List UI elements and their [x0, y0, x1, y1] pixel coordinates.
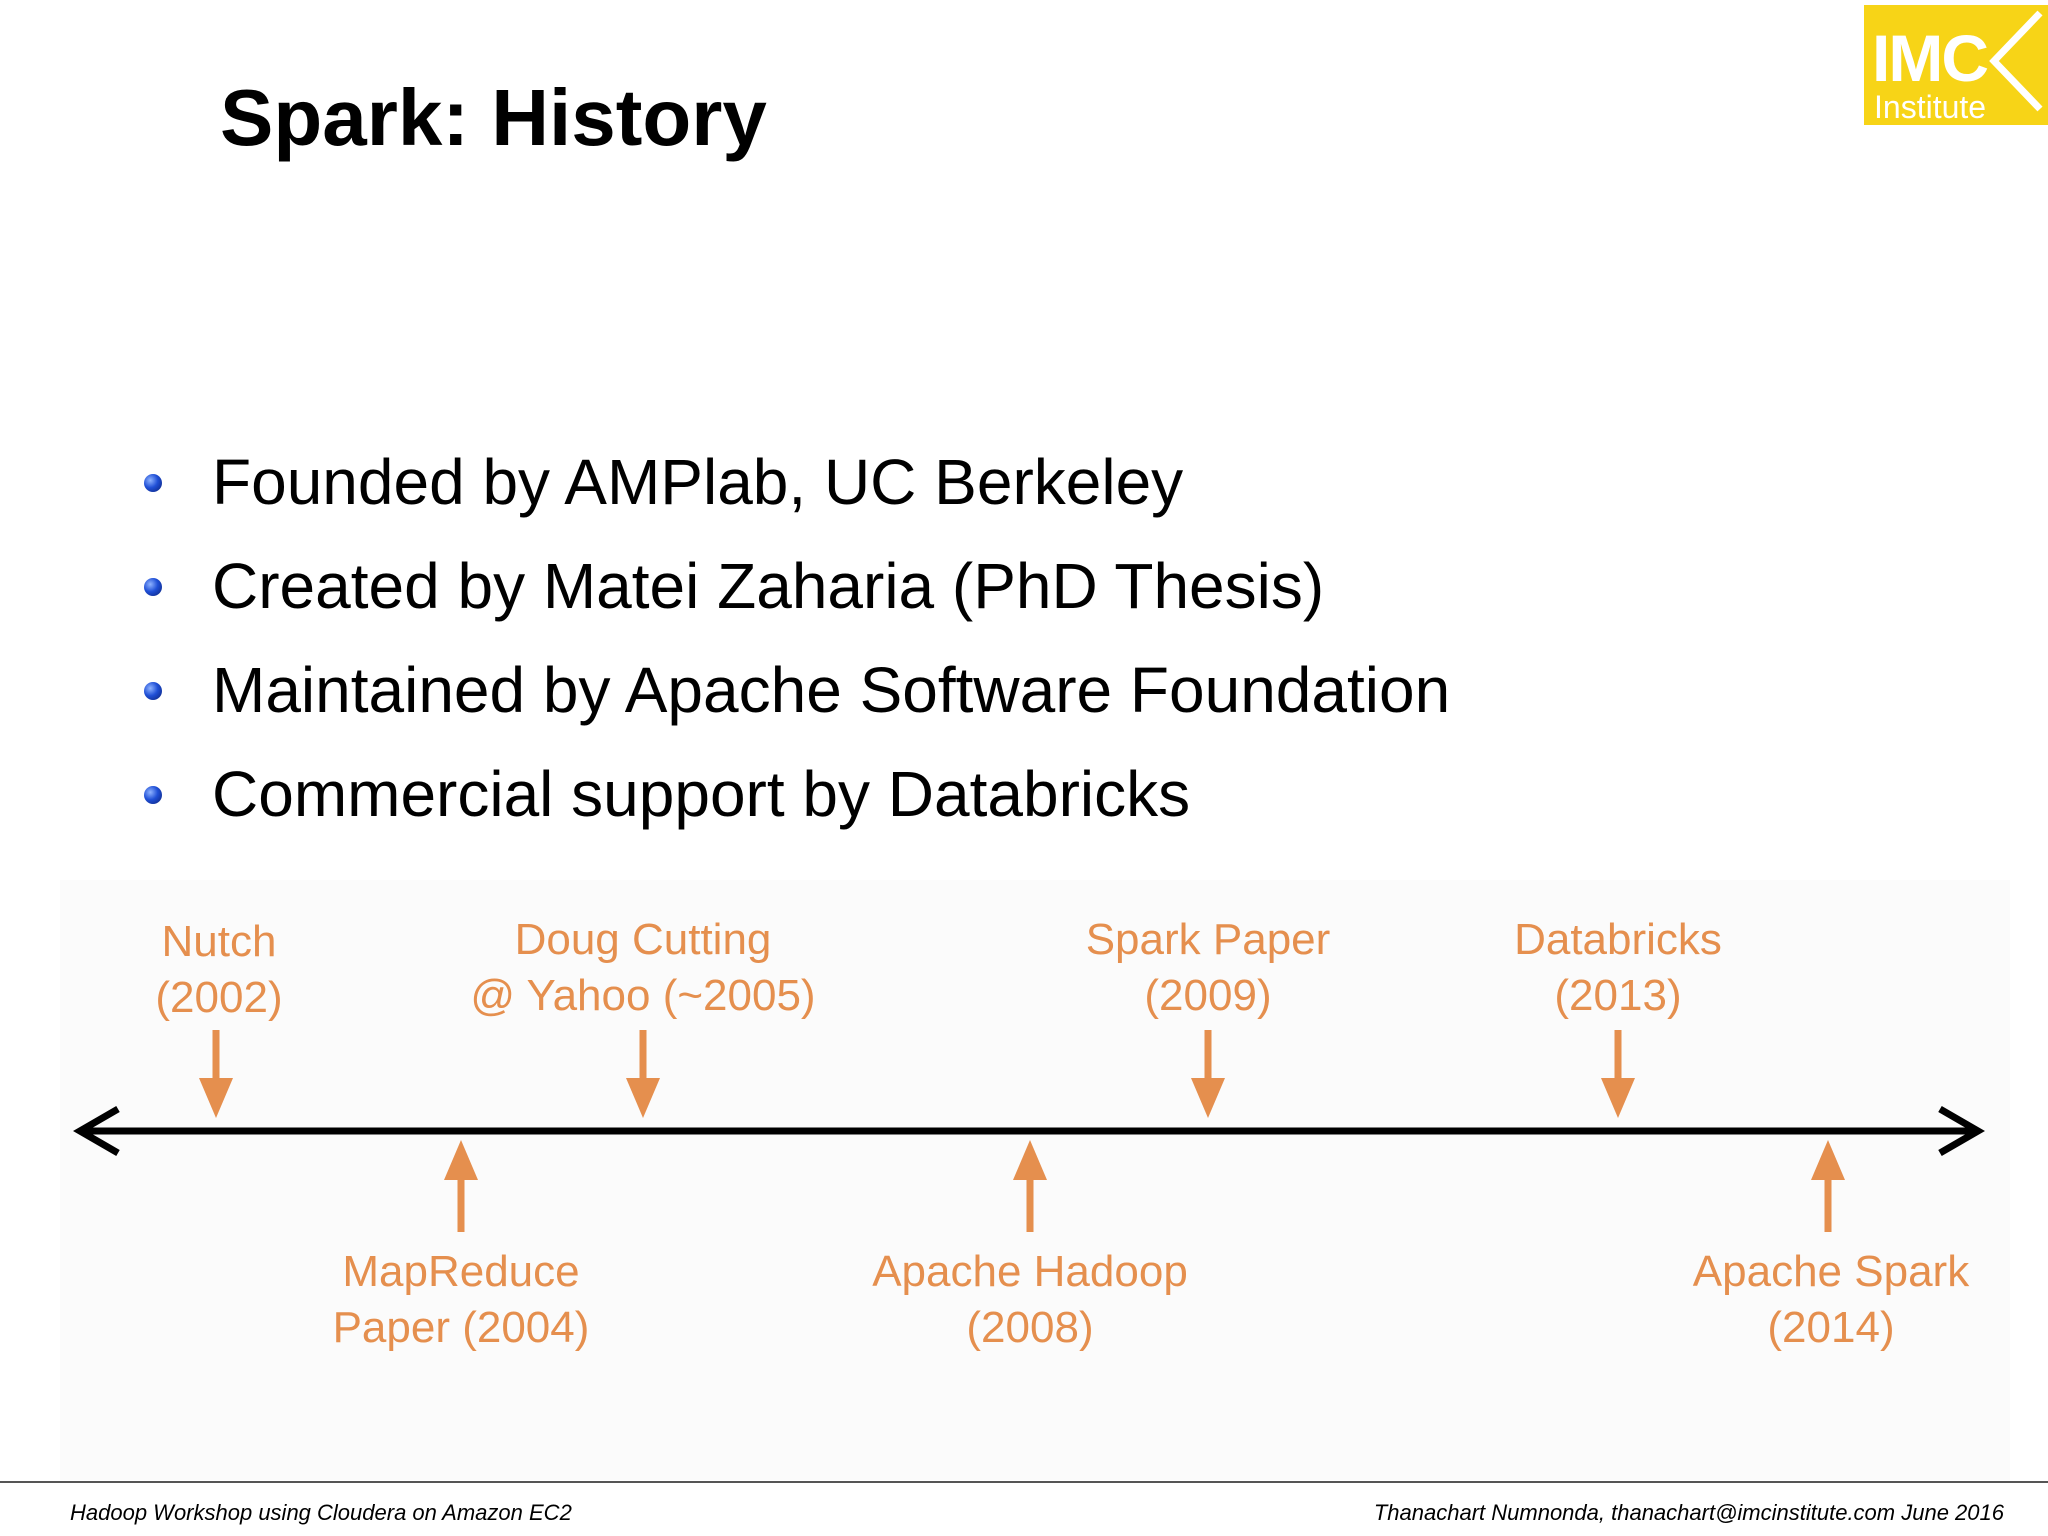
logo-main-text: IMC [1872, 21, 1989, 95]
bullet-dot-icon [144, 578, 162, 596]
arrow-up-icon [444, 1140, 478, 1232]
bullet-dot-icon [144, 474, 162, 492]
logo-chevron-icon [1989, 10, 2043, 112]
timeline-event-label: Apache Spark (2014) [1692, 1247, 1970, 1352]
footer-author-info: Thanachart Numnonda, thanachart@imcinsti… [1373, 1500, 2004, 1525]
bullet-item: Maintained by Apache Software Foundation [140, 638, 1450, 742]
arrow-up-icon [1013, 1140, 1047, 1232]
bullet-item: Created by Matei Zaharia (PhD Thesis) [140, 534, 1450, 638]
footer-workshop-title: Hadoop Workshop using Cloudera on Amazon… [70, 1500, 572, 1525]
timeline-event-label: Apache Hadoop (2008) [872, 1247, 1188, 1352]
slide-title: Spark: History [220, 73, 767, 162]
arrow-up-icon [1811, 1140, 1845, 1232]
footer-divider [0, 1481, 2048, 1483]
bullet-text: Commercial support by Databricks [212, 758, 1191, 830]
arrow-down-icon [1191, 1030, 1225, 1118]
timeline-event-label: Spark Paper (2009) [1085, 915, 1331, 1020]
timeline-right-arrowhead-icon [1938, 1105, 1985, 1157]
bullet-item: Commercial support by Databricks [140, 742, 1450, 846]
imc-institute-logo: IMC Institute [1864, 5, 2048, 125]
bullet-dot-icon [144, 682, 162, 700]
arrow-down-icon [1601, 1030, 1635, 1118]
history-timeline: Nutch (2002) MapReduce Paper (2004) Doug… [60, 880, 2010, 1480]
timeline-event-label: Databricks (2013) [1514, 915, 1722, 1020]
arrow-down-icon [626, 1030, 660, 1118]
bullet-item: Founded by AMPlab, UC Berkeley [140, 430, 1450, 534]
bullet-text: Maintained by Apache Software Foundation [212, 654, 1451, 726]
timeline-event-label: Doug Cutting @ Yahoo (~2005) [470, 915, 816, 1020]
timeline-event-label: Nutch (2002) [155, 917, 283, 1022]
bullet-text: Created by Matei Zaharia (PhD Thesis) [212, 550, 1325, 622]
bullet-text: Founded by AMPlab, UC Berkeley [212, 446, 1184, 518]
logo-sub-text: Institute [1874, 89, 1987, 125]
timeline-left-arrowhead-icon [73, 1105, 120, 1157]
arrow-down-icon [199, 1030, 233, 1118]
timeline-event-label: MapReduce Paper (2004) [332, 1247, 590, 1352]
bullet-dot-icon [144, 786, 162, 804]
bullet-list: Founded by AMPlab, UC Berkeley Created b… [140, 430, 1450, 846]
timeline-graphic [73, 1030, 1985, 1232]
